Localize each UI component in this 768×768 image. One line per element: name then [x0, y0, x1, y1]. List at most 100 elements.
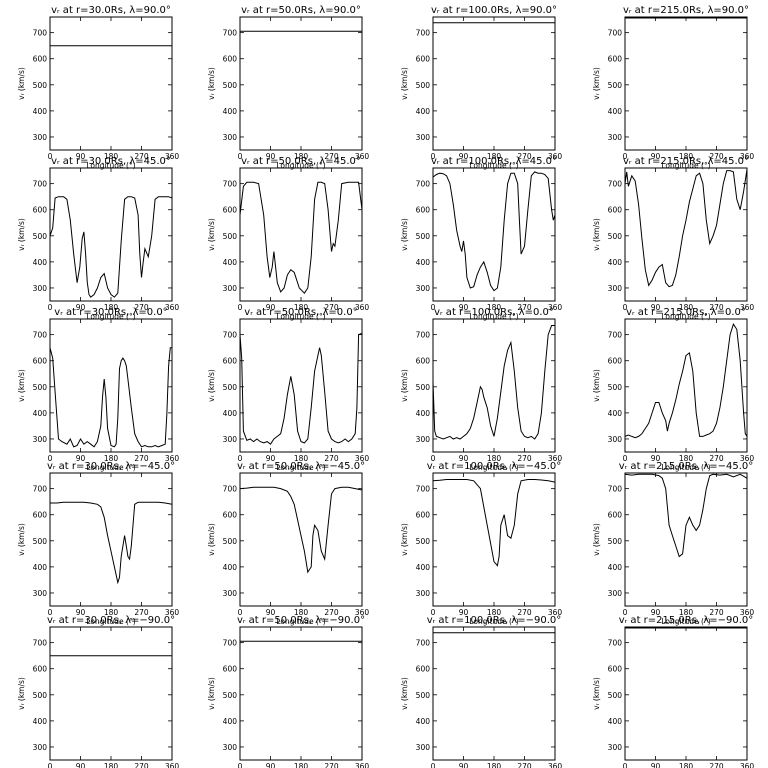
- series-line: [433, 325, 555, 440]
- x-tick-label: 0: [431, 762, 436, 768]
- x-tick-label: 0: [431, 303, 436, 312]
- plot-frame: [239, 16, 363, 151]
- x-tick-label: 90: [459, 608, 469, 617]
- x-tick-label: 360: [355, 152, 370, 161]
- plot-frame: [49, 167, 173, 302]
- x-axis-label: Longitude (°): [469, 312, 518, 321]
- x-tick-label: 360: [165, 152, 180, 161]
- x-axis-label: Longitude (°): [276, 617, 325, 626]
- panel-r3-c1: vᵣ at r=50.0Rs, λ=−45.0° 300 400 500 600 700 0…: [207, 461, 369, 626]
- y-tick-label: 500: [608, 81, 623, 90]
- panel-r0-c2: vᵣ at r=100.0Rs, λ=90.0° 300 400 500 600 700 0…: [400, 5, 562, 170]
- y-axis-label: vᵣ (km/s): [17, 218, 26, 251]
- x-tick-label: 180: [487, 152, 502, 161]
- x-tick-label: 360: [548, 608, 563, 617]
- x-tick-label: 90: [76, 762, 86, 768]
- x-axis-label: Longitude (°): [86, 463, 135, 472]
- y-axis-label: vᵣ (km/s): [17, 67, 26, 100]
- y-axis-label: vᵣ (km/s): [592, 67, 601, 100]
- x-tick-label: 360: [355, 303, 370, 312]
- panel-title: vᵣ at r=50.0Rs, λ=−45.0°: [237, 461, 365, 472]
- x-tick-label: 180: [294, 454, 309, 463]
- y-tick-label: 300: [416, 743, 431, 752]
- x-tick-label: 360: [548, 152, 563, 161]
- x-axis-label: Longitude (°): [661, 463, 710, 472]
- y-tick-label: 600: [416, 665, 431, 674]
- x-tick-label: 90: [266, 762, 276, 768]
- x-tick-label: 180: [104, 454, 119, 463]
- panel-r1-c0: vᵣ at r=30.0Rs, λ=45.0° 300 400 500 600 700 0 9…: [17, 156, 179, 321]
- y-tick-label: 300: [416, 435, 431, 444]
- x-tick-label: 0: [431, 152, 436, 161]
- x-axis-label: Longitude (°): [86, 161, 135, 170]
- y-tick-label: 700: [33, 180, 48, 189]
- x-tick-label: 90: [651, 608, 661, 617]
- panel-r3-c3: vᵣ at r=215.0Rs, λ=−45.0° 300 400 500 600 700…: [592, 461, 754, 626]
- y-tick-label: 500: [223, 691, 238, 700]
- y-tick-label: 500: [416, 383, 431, 392]
- x-axis-label: Longitude (°): [86, 312, 135, 321]
- x-tick-label: 90: [459, 762, 469, 768]
- y-tick-label: 300: [608, 284, 623, 293]
- y-tick-label: 600: [608, 665, 623, 674]
- y-tick-label: 400: [608, 563, 623, 572]
- x-tick-label: 0: [238, 454, 243, 463]
- x-tick-label: 360: [740, 152, 755, 161]
- y-tick-label: 600: [608, 206, 623, 215]
- x-tick-label: 270: [324, 303, 339, 312]
- x-tick-label: 360: [740, 762, 755, 768]
- x-tick-label: 90: [651, 762, 661, 768]
- x-axis-label: Longitude (°): [276, 463, 325, 472]
- x-tick-label: 360: [548, 303, 563, 312]
- x-tick-label: 360: [165, 303, 180, 312]
- panel-r0-c1: vᵣ at r=50.0Rs, λ=90.0° 300 400 500 600 700 0 9…: [207, 5, 369, 170]
- x-tick-label: 90: [76, 454, 86, 463]
- x-tick-label: 0: [623, 762, 628, 768]
- panel-title: vᵣ at r=50.0Rs, λ=45.0°: [241, 156, 361, 167]
- plot-frame: [624, 167, 748, 302]
- plot-frame: [432, 318, 556, 453]
- x-tick-label: 180: [294, 762, 309, 768]
- x-tick-label: 90: [266, 303, 276, 312]
- series-line: [240, 181, 362, 294]
- x-tick-label: 90: [266, 152, 276, 161]
- x-tick-label: 270: [709, 608, 724, 617]
- panel-r0-c3: vᵣ at r=215.0Rs, λ=90.0° 300 400 500 600 700 0…: [592, 5, 754, 170]
- x-tick-label: 270: [517, 762, 532, 768]
- y-tick-label: 600: [223, 206, 238, 215]
- x-tick-label: 360: [740, 454, 755, 463]
- plot-frame: [49, 626, 173, 761]
- x-tick-label: 270: [324, 608, 339, 617]
- y-tick-label: 500: [223, 232, 238, 241]
- x-tick-label: 180: [679, 608, 694, 617]
- y-tick-label: 400: [223, 107, 238, 116]
- x-axis-label: Longitude (°): [661, 161, 710, 170]
- y-axis-label: vᵣ (km/s): [400, 218, 409, 251]
- y-axis-label: vᵣ (km/s): [17, 677, 26, 710]
- y-tick-label: 400: [608, 717, 623, 726]
- panel-title: vᵣ at r=100.0Rs, λ=90.0°: [431, 5, 557, 16]
- x-tick-label: 0: [238, 152, 243, 161]
- y-tick-label: 300: [223, 133, 238, 142]
- y-tick-label: 500: [223, 383, 238, 392]
- x-tick-label: 180: [294, 608, 309, 617]
- y-tick-label: 500: [223, 81, 238, 90]
- y-tick-label: 300: [608, 743, 623, 752]
- y-tick-label: 300: [223, 589, 238, 598]
- plot-frame: [49, 318, 173, 453]
- x-tick-label: 180: [104, 152, 119, 161]
- y-tick-label: 300: [33, 743, 48, 752]
- panel-title: vᵣ at r=215.0Rs, λ=−90.0°: [619, 615, 754, 626]
- x-tick-label: 90: [459, 303, 469, 312]
- y-tick-label: 700: [223, 485, 238, 494]
- panel-title: vᵣ at r=30.0Rs, λ=90.0°: [51, 5, 171, 16]
- x-tick-label: 90: [76, 303, 86, 312]
- x-axis-label: Longitude (°): [469, 617, 518, 626]
- y-tick-label: 500: [223, 537, 238, 546]
- x-tick-label: 90: [459, 152, 469, 161]
- y-tick-label: 600: [223, 665, 238, 674]
- x-axis-label: Longitude (°): [661, 312, 710, 321]
- plot-frame: [624, 16, 748, 151]
- plot-frame: [239, 318, 363, 453]
- y-tick-label: 700: [223, 331, 238, 340]
